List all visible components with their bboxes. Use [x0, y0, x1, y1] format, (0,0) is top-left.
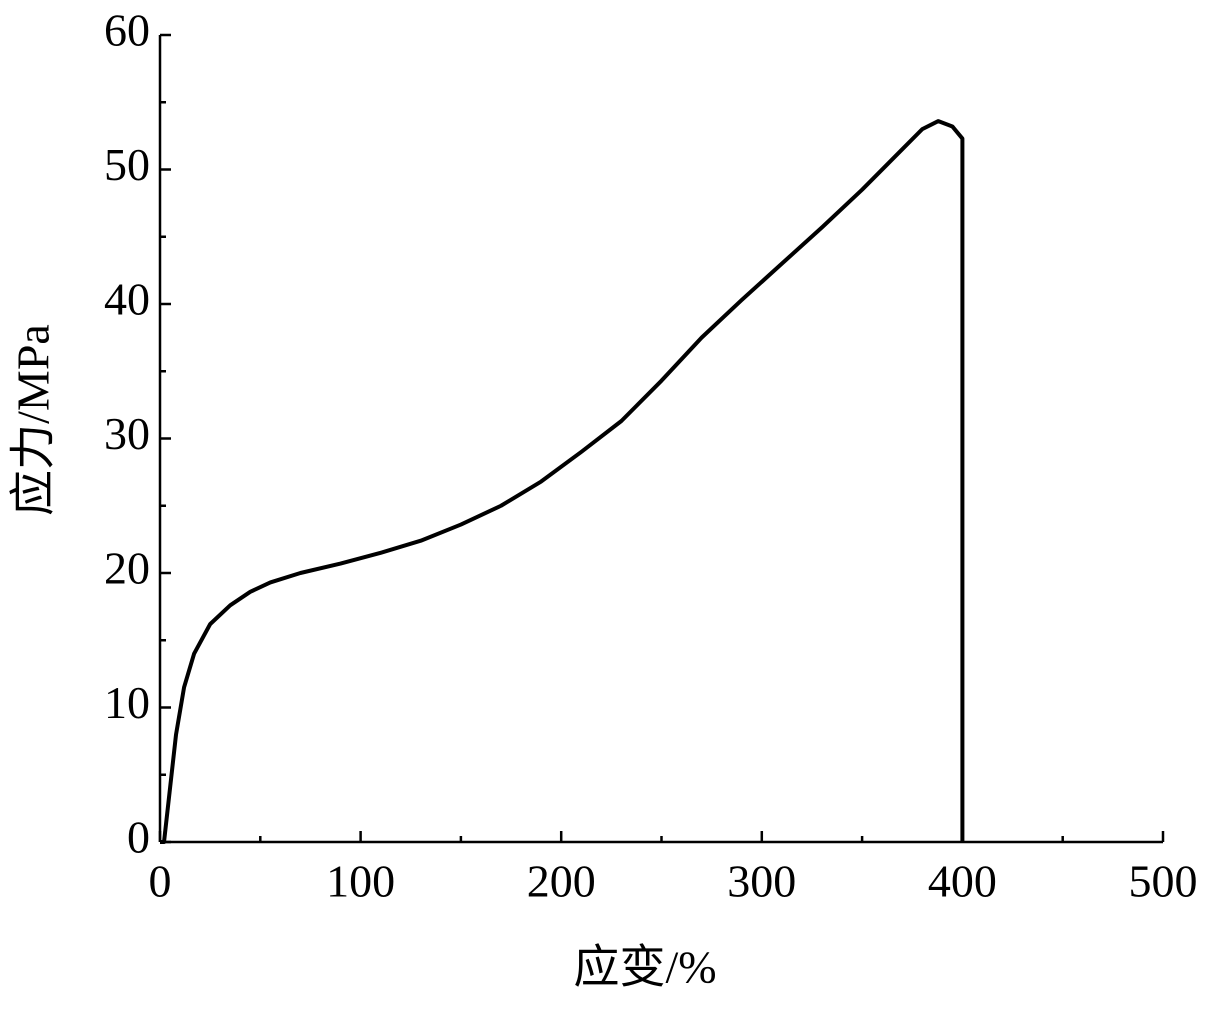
x-tick-label: 300 — [727, 856, 796, 907]
x-tick-label: 200 — [527, 856, 596, 907]
x-axis-label: 应变/% — [573, 942, 716, 993]
y-tick-label: 50 — [104, 139, 150, 190]
data-line — [160, 119, 965, 844]
y-tick-label: 0 — [127, 812, 150, 863]
y-tick-label: 20 — [104, 543, 150, 594]
x-tick-label: 500 — [1129, 856, 1198, 907]
y-tick-label: 30 — [104, 408, 150, 459]
x-tick-label: 100 — [326, 856, 395, 907]
y-axis-label: 应力/MPa — [8, 324, 59, 516]
y-tick-label: 40 — [104, 274, 150, 325]
x-tick-label: 0 — [149, 856, 172, 907]
y-tick-label: 60 — [104, 5, 150, 56]
x-tick-label: 400 — [928, 856, 997, 907]
y-tick-label: 10 — [104, 677, 150, 728]
